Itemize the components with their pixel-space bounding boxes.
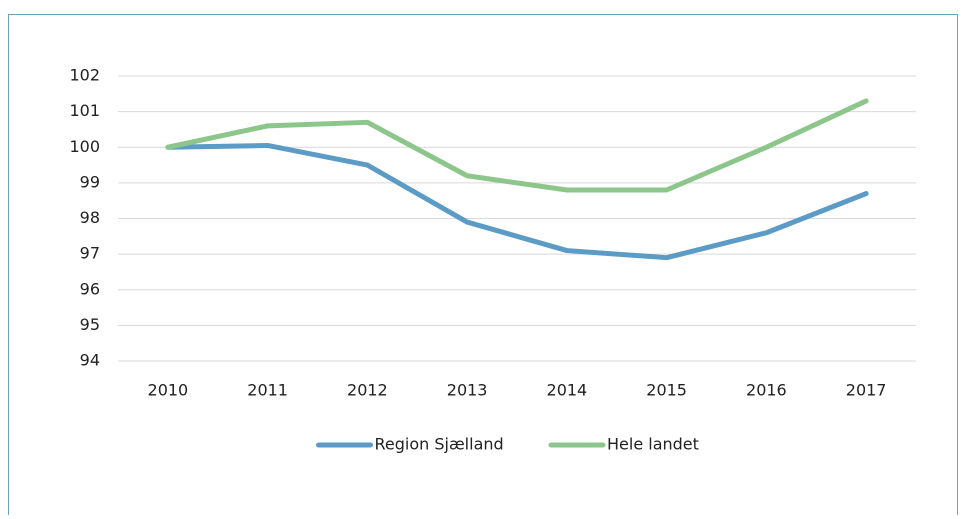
y-tick-label: 96	[80, 279, 100, 298]
y-tick-label: 95	[80, 315, 100, 334]
y-tick-label: 101	[69, 101, 100, 120]
x-tick-label: 2017	[846, 381, 887, 400]
x-tick-label: 2016	[746, 381, 787, 400]
y-tick-label: 99	[80, 172, 100, 191]
y-tick-label: 102	[69, 66, 100, 85]
series-line	[165, 142, 869, 261]
x-tick-label: 2013	[447, 381, 488, 400]
x-tick-label: 2012	[347, 381, 388, 400]
y-tick-label: 97	[80, 244, 100, 263]
x-tick-label: 2010	[148, 381, 189, 400]
legend-label: Region Sjælland	[375, 435, 504, 454]
frame	[8, 14, 958, 519]
y-tick-label: 98	[80, 208, 100, 227]
x-tick-label: 2014	[547, 381, 588, 400]
series-line	[165, 98, 869, 193]
legend-label: Hele landet	[607, 435, 699, 454]
y-tick-label: 94	[80, 351, 100, 370]
x-tick-label: 2015	[646, 381, 687, 400]
x-tick-label: 2011	[247, 381, 288, 400]
y-tick-label: 100	[69, 137, 100, 156]
